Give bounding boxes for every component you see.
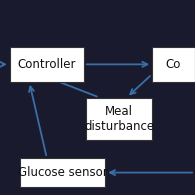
- FancyBboxPatch shape: [20, 158, 105, 187]
- Text: Co: Co: [166, 58, 181, 71]
- FancyBboxPatch shape: [152, 47, 195, 82]
- FancyBboxPatch shape: [86, 98, 152, 140]
- FancyBboxPatch shape: [10, 47, 84, 82]
- Text: Controller: Controller: [18, 58, 76, 71]
- Text: Glucose sensor: Glucose sensor: [18, 166, 107, 179]
- Text: Meal
disturbance: Meal disturbance: [84, 105, 154, 133]
